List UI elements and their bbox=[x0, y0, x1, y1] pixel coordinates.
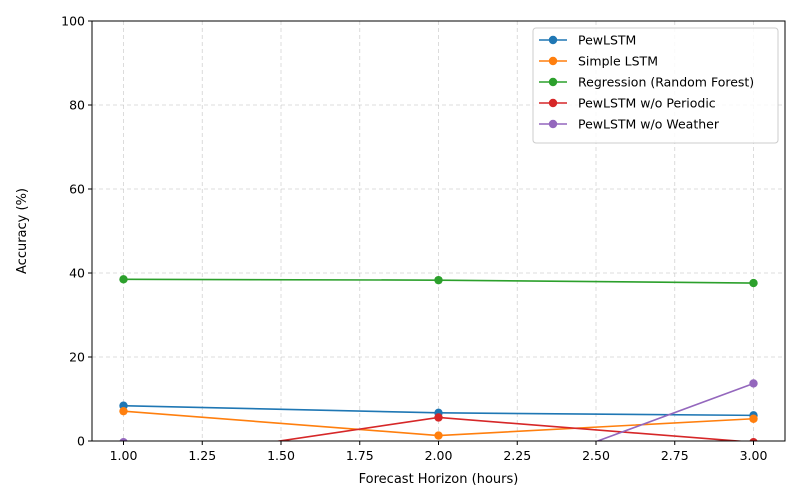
data-point bbox=[434, 413, 443, 422]
x-tick-label: 2.00 bbox=[425, 448, 453, 463]
data-point bbox=[119, 438, 128, 441]
legend-label: PewLSTM w/o Weather bbox=[578, 117, 720, 132]
data-point bbox=[119, 275, 128, 284]
x-tick-label: 1.75 bbox=[346, 448, 374, 463]
data-point bbox=[749, 278, 758, 288]
y-tick-label: 40 bbox=[69, 266, 85, 281]
x-axis-label: Forecast Horizon (hours) bbox=[359, 472, 519, 487]
legend-marker bbox=[548, 56, 558, 66]
x-tick-label: 2.50 bbox=[582, 448, 610, 463]
data-point bbox=[434, 275, 443, 285]
legend-label: Simple LSTM bbox=[578, 54, 658, 69]
x-tick-label: 1.00 bbox=[110, 448, 138, 463]
y-tick-label: 80 bbox=[69, 98, 85, 113]
data-point bbox=[434, 496, 442, 500]
y-tick-label: 20 bbox=[69, 350, 85, 365]
y-tick-label: 100 bbox=[61, 14, 85, 29]
y-axis-label: Accuracy (%) bbox=[15, 188, 30, 274]
legend-marker bbox=[548, 119, 558, 129]
series-group bbox=[119, 275, 758, 500]
x-tick-label: 1.25 bbox=[188, 448, 216, 463]
axis-ticks: 1.00 1.25 1.50 1.75 2.00 2.25 2.50 2.75 3.00 0 20 4… bbox=[61, 14, 767, 464]
legend-label: PewLSTM w/o Periodic bbox=[578, 96, 716, 111]
x-tick-label: 3.00 bbox=[740, 448, 768, 463]
y-tick-label: 0 bbox=[77, 434, 85, 449]
legend-marker bbox=[548, 35, 558, 45]
series-line bbox=[595, 382, 754, 441]
data-point bbox=[119, 406, 128, 416]
x-tick-label: 1.50 bbox=[267, 448, 295, 463]
data-point bbox=[749, 414, 758, 423]
data-point bbox=[749, 438, 758, 441]
legend: PewLSTM Simple LSTM Regression (Random For… bbox=[532, 27, 779, 144]
legend-box bbox=[532, 27, 779, 144]
legend-label: PewLSTM bbox=[578, 33, 636, 48]
legend-label: Regression (Random Forest) bbox=[578, 75, 754, 90]
data-point bbox=[749, 379, 758, 388]
x-tick-label: 2.25 bbox=[503, 448, 531, 463]
legend-marker bbox=[548, 77, 558, 87]
legend-marker bbox=[548, 98, 558, 108]
y-tick-label: 60 bbox=[69, 182, 85, 197]
data-point bbox=[434, 431, 443, 440]
x-tick-label: 2.75 bbox=[661, 448, 689, 463]
